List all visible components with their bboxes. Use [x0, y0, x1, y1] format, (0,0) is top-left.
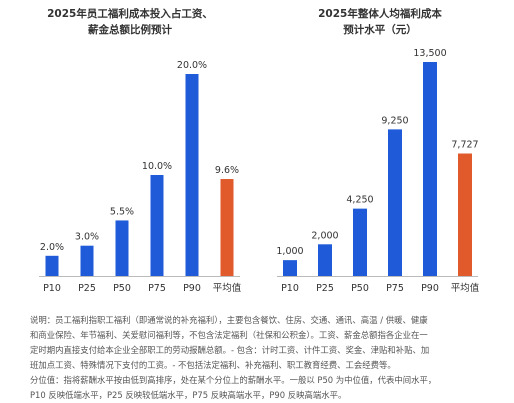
note-line-2: 和商业保险、年节福利、关爱慰问福利等，不包含法定福利（社保和公积金）。工资、薪金… — [30, 330, 428, 340]
chart-0-bar-5 — [220, 179, 234, 276]
chart-1-value-label-0: 1,000 — [276, 246, 303, 257]
chart-1-category-label-5: 平均值 — [451, 282, 480, 294]
chart-1-title-line-2: 预计水平（元） — [343, 23, 417, 36]
chart-1-bar-0 — [283, 260, 297, 276]
chart-0-value-label-4: 20.0% — [177, 60, 207, 71]
chart-0-value-label-5: 9.6% — [215, 165, 239, 176]
chart-1-category-label-4: P90 — [421, 283, 439, 294]
chart-0-category-label-0: P10 — [43, 283, 61, 294]
note-line-3: 定时期内直接支付给本企业全部职工的劳动报酬总额。- 包含：计时工资、计件工资、奖… — [30, 345, 430, 355]
chart-1-value-label-4: 13,500 — [413, 48, 446, 59]
chart-0-category-label-1: P25 — [78, 283, 96, 294]
chart-0-value-label-2: 5.5% — [110, 206, 134, 217]
chart-0-value-label-3: 10.0% — [142, 161, 172, 172]
chart-1-marks: 1,000 P10 2,000 P25 4,250 P50 9,250 P75 13,500 P9… — [276, 48, 479, 294]
chart-0-category-label-5: 平均值 — [213, 282, 242, 294]
chart-0-bar-1 — [80, 245, 94, 276]
chart-0-value-label-1: 3.0% — [75, 232, 99, 243]
chart-1-bar-3 — [388, 129, 402, 276]
chart-0-value-label-0: 2.0% — [40, 242, 64, 253]
chart-1-title-line-1: 2025年整体人均福利成本 — [318, 7, 442, 20]
chart-1-value-label-1: 2,000 — [311, 230, 338, 241]
note-line-4: 班加点工资、特殊情况下支付的工资。- 不包括法定福利、补充福利、职工教育经费、工… — [30, 360, 396, 370]
chart-1-value-label-2: 4,250 — [346, 195, 373, 206]
note-line-5: 分位值：指将薪酬水平按由低到高排序，处在某个分位上的薪酬水平。一般以 P50 为… — [30, 375, 437, 385]
note-line-1: 说明：员工福利指职工福利（即通常说的补充福利），主要包含餐饮、住房、交通、通讯、… — [30, 315, 428, 325]
chart-1-category-label-0: P10 — [281, 283, 299, 294]
chart-benefit-cost-ratio: 2025年员工福利成本投入占工资、 薪金总额比例预计 2.0% P10 3.0% P2… — [39, 7, 242, 294]
chart-0-title-line-1: 2025年员工福利成本投入占工资、 — [47, 7, 213, 20]
note-line-6: P10 反映低端水平，P25 反映较低端水平，P75 反映高端水平，P90 反映… — [30, 390, 347, 400]
chart-1-value-label-5: 7,727 — [451, 140, 478, 151]
chart-0-bar-2 — [115, 220, 129, 276]
chart-1-bar-5 — [458, 153, 472, 276]
chart-1-category-label-2: P50 — [351, 283, 369, 294]
chart-1-category-label-1: P25 — [316, 283, 334, 294]
chart-1-bar-1 — [318, 244, 332, 276]
chart-1-category-label-3: P75 — [386, 283, 404, 294]
chart-0-title-line-2: 薪金总额比例预计 — [88, 23, 172, 36]
chart-1-value-label-3: 9,250 — [381, 115, 408, 126]
chart-0-bar-3 — [150, 175, 164, 276]
chart-0-bar-4 — [185, 74, 199, 276]
chart-0-category-label-2: P50 — [113, 283, 131, 294]
chart-0-category-label-3: P75 — [148, 283, 166, 294]
chart-0-marks: 2.0% P10 3.0% P25 5.5% P50 10.0% P75 20.0% P90 9.6… — [39, 60, 242, 294]
chart-per-capita-benefit-cost: 2025年整体人均福利成本 预计水平（元） 1,000 P10 2,000 P25 4,… — [276, 7, 479, 294]
chart-0-category-label-4: P90 — [183, 283, 201, 294]
chart-0-bar-0 — [45, 255, 59, 276]
chart-1-bar-4 — [423, 62, 437, 276]
chart-1-bar-2 — [353, 208, 367, 276]
